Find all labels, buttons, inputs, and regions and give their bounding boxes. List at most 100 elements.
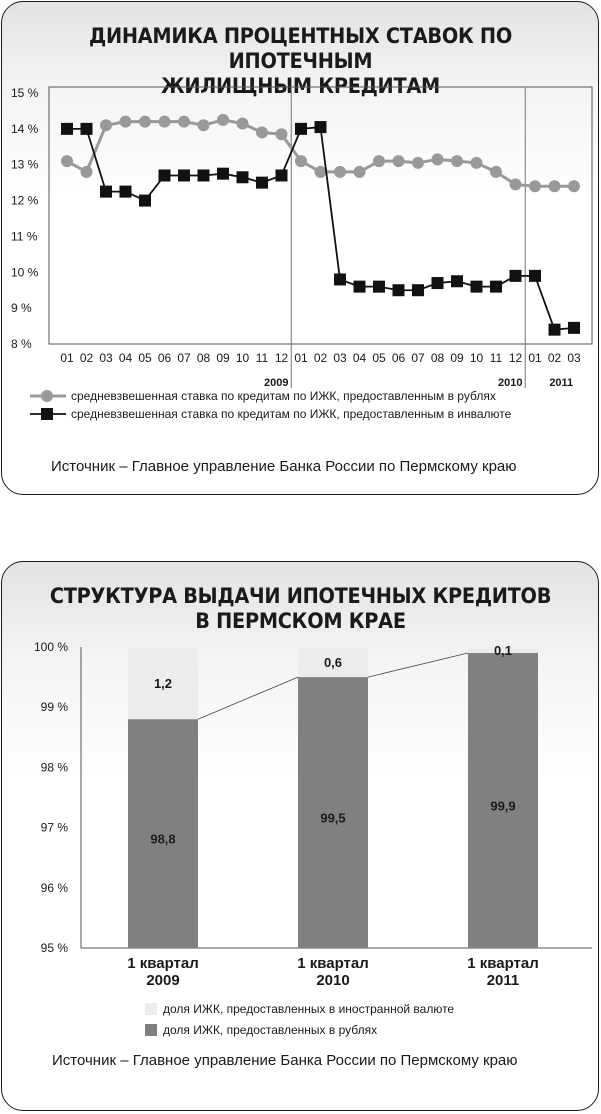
year-label-2010: 2010 bbox=[498, 377, 522, 389]
series-2-point bbox=[217, 167, 229, 180]
bar-value-label-rubles: 99,9 bbox=[490, 799, 515, 814]
plot-frame bbox=[48, 86, 593, 345]
y-tick-label: 100 % bbox=[34, 640, 68, 654]
series-2-point bbox=[334, 273, 346, 286]
series-1-point bbox=[470, 156, 483, 169]
category-label-line1: 1 квартал bbox=[297, 955, 369, 972]
x-tick-label: 09 bbox=[450, 351, 464, 365]
series-2-point bbox=[353, 280, 366, 293]
x-tick-label: 11 bbox=[490, 351, 503, 365]
x-tick-label: 06 bbox=[392, 351, 406, 365]
series-2-point bbox=[314, 121, 327, 134]
series-2-point bbox=[236, 171, 249, 184]
x-tick-label: 07 bbox=[177, 351, 191, 365]
series-1-point bbox=[431, 153, 444, 166]
series-2-point bbox=[529, 269, 541, 282]
y-tick-label: 12 % bbox=[11, 194, 39, 208]
series-1-point bbox=[412, 156, 424, 169]
y-tick-label: 96 % bbox=[41, 881, 69, 895]
legend-label-2: средневзвешенная ставка по кредитам по И… bbox=[71, 407, 512, 421]
series-1-point bbox=[119, 115, 132, 128]
series-2-point bbox=[451, 275, 463, 288]
series-1-point bbox=[490, 165, 502, 178]
line-chart-title-line2: ЖИЛИЩНЫМ КРЕДИТАМ bbox=[161, 74, 440, 98]
series-2-point bbox=[158, 169, 171, 182]
y-tick-label: 14 % bbox=[11, 122, 39, 136]
series-1-point bbox=[275, 128, 288, 141]
y-tick-label: 97 % bbox=[41, 821, 69, 835]
series-1-point bbox=[568, 180, 580, 193]
series-1-point bbox=[178, 115, 190, 128]
series-2-point bbox=[548, 323, 561, 336]
series-2-point bbox=[470, 280, 483, 293]
series-2-point bbox=[568, 321, 580, 334]
bar-connector-line bbox=[197, 676, 299, 720]
series-1-point bbox=[236, 117, 249, 130]
bar-value-label-foreign: 0,1 bbox=[494, 643, 512, 658]
line-chart: 15 % 14 % 13 % 12 % 11 % 10 % 9 % 8 % 01 02 03 04 05… bbox=[11, 86, 593, 421]
series-2-point bbox=[139, 194, 151, 207]
x-tick-label: 08 bbox=[431, 351, 445, 365]
series-1-point bbox=[61, 155, 73, 168]
category-label-line1: 1 квартал bbox=[127, 955, 199, 972]
year-label-2011: 2011 bbox=[549, 377, 573, 389]
series-1-point bbox=[217, 113, 229, 126]
x-tick-label: 10 bbox=[470, 351, 484, 365]
legend-swatch-2 bbox=[145, 1024, 157, 1036]
series-2-point bbox=[275, 169, 288, 182]
legend-swatch-1 bbox=[145, 1003, 157, 1015]
x-tick-label: 01 bbox=[528, 351, 542, 365]
series-1-point bbox=[373, 155, 385, 168]
y-tick-label: 13 % bbox=[11, 158, 39, 172]
legend-marker-circle bbox=[41, 390, 53, 402]
series-1-point bbox=[314, 165, 327, 178]
series-1-point bbox=[509, 178, 522, 191]
bar-connector-line bbox=[367, 652, 469, 678]
x-tick-label: 12 bbox=[275, 351, 289, 365]
series-1-point bbox=[158, 115, 171, 128]
line-chart-title: ДИНАМИКА ПРОЦЕНТНЫХ СТАВОК ПО ИПОТЕЧНЫМ … bbox=[24, 24, 577, 99]
series-2-point bbox=[490, 280, 502, 293]
line-chart-title-line1: ДИНАМИКА ПРОЦЕНТНЫХ СТАВОК ПО ИПОТЕЧНЫМ bbox=[89, 24, 512, 73]
series-2-point bbox=[412, 284, 424, 297]
bar-value-label-foreign: 1,2 bbox=[154, 676, 172, 691]
bar-segment-foreign bbox=[298, 647, 368, 678]
y-tick-label: 11 % bbox=[11, 229, 38, 243]
x-tick-label: 07 bbox=[411, 351, 425, 365]
x-tick-label: 06 bbox=[158, 351, 172, 365]
bar-chart-title: СТРУКТУРА ВЫДАЧИ ИПОТЕЧНЫХ КРЕДИТОВ В ПЕ… bbox=[24, 584, 577, 634]
line-chart-source: Источник – Главное управление Банка Росс… bbox=[51, 458, 517, 475]
x-tick-label: 10 bbox=[236, 351, 250, 365]
bar-value-label-foreign: 0,6 bbox=[324, 655, 342, 670]
bar-segment-foreign bbox=[468, 647, 538, 654]
series-2-point bbox=[80, 122, 93, 135]
y-tick-label: 8 % bbox=[11, 337, 32, 351]
x-tick-label: 02 bbox=[314, 351, 328, 365]
series-1-point bbox=[548, 180, 561, 193]
y-tick-label: 15 % bbox=[11, 86, 39, 100]
legend-marker-square bbox=[41, 408, 53, 420]
category-label-line2: 2010 bbox=[316, 972, 349, 989]
bar-segment-rubles bbox=[468, 653, 538, 948]
bar-segment-rubles bbox=[128, 719, 198, 948]
series-2-point bbox=[256, 176, 268, 189]
x-tick-label: 08 bbox=[197, 351, 211, 365]
series-1-point bbox=[353, 165, 366, 178]
series-2-point bbox=[178, 169, 190, 182]
series-2-point bbox=[295, 122, 307, 135]
bar-value-label-rubles: 98,8 bbox=[150, 832, 175, 847]
x-tick-label: 04 bbox=[353, 351, 367, 365]
x-tick-label: 09 bbox=[216, 351, 230, 365]
series-1-point bbox=[80, 165, 93, 178]
x-tick-label: 03 bbox=[567, 351, 581, 365]
legend-label-2: доля ИЖК, предоставленных в рублях bbox=[163, 1023, 377, 1037]
y-tick-label: 9 % bbox=[11, 301, 32, 315]
x-tick-label: 02 bbox=[548, 351, 562, 365]
x-tick-label: 11 bbox=[256, 351, 269, 365]
bar-value-label-rubles: 99,5 bbox=[320, 811, 345, 826]
legend-label-1: средневзвешенная ставка по кредитам по И… bbox=[71, 389, 496, 403]
legend-label-1: доля ИЖК, предоставленных в иностранной … bbox=[163, 1002, 454, 1016]
series-2-point bbox=[392, 284, 405, 297]
category-label-line2: 2011 bbox=[487, 972, 520, 989]
